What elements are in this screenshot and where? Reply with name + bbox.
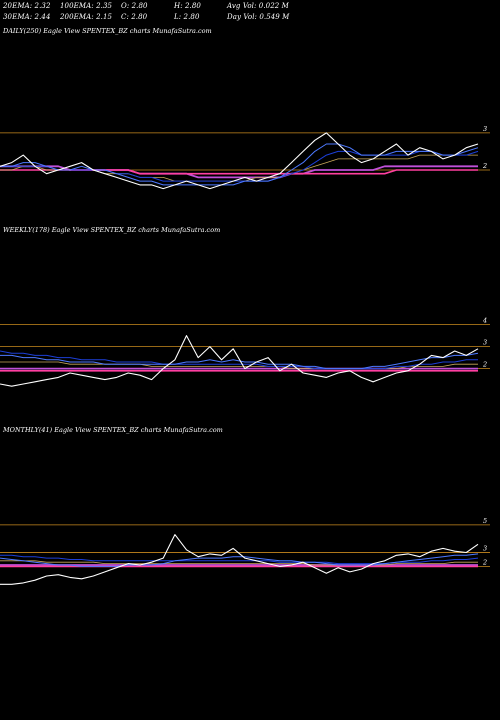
close-stat: C: 2.80 (121, 13, 148, 21)
weekly-panel-label: WEEKLY(178) Eagle View SPENTEX_BZ charts… (3, 226, 221, 234)
series-line-ema-short (0, 553, 479, 567)
y-tick-label: 4 (482, 317, 487, 325)
y-tick-label: 2 (482, 558, 487, 566)
series-line-price (0, 335, 479, 387)
series-line-price (0, 534, 479, 585)
chart-panel-0: 32 (0, 125, 490, 190)
series-line-ema-pink (0, 169, 478, 175)
series-line-price (0, 132, 479, 190)
chart-panel-2: 5 3 2 (0, 517, 490, 585)
chart-panel-1: 4 3 2 (0, 317, 490, 387)
daily-panel-label: DAILY(250) Eagle View SPENTEX_BZ charts … (3, 27, 212, 35)
series-line-ema-mid (0, 350, 478, 370)
series-line-ema-long (0, 165, 478, 179)
y-tick-label: 2 (482, 361, 487, 369)
high-stat: H: 2.80 (174, 2, 201, 10)
ema20-stat: 20EMA: 2.32 (3, 2, 51, 10)
monthly-panel-label: MONTHLY(41) Eagle View SPENTEX_BZ charts… (3, 426, 223, 434)
y-tick-label: 3 (483, 125, 487, 133)
series-line-ema-gold (0, 560, 478, 566)
series-line-ema-short (0, 143, 479, 186)
open-stat: O: 2.80 (121, 2, 148, 10)
low-stat: L: 2.80 (174, 13, 200, 21)
avg-vol-stat: Avg Vol: 0.022 M (227, 2, 289, 10)
y-tick-label: 3 (483, 339, 487, 347)
ema100-stat: 100EMA: 2.35 (60, 2, 113, 10)
day-vol-stat: Day Vol: 0.549 M (227, 13, 290, 21)
y-tick-label: 3 (483, 545, 487, 553)
series-line-ema-short (0, 352, 479, 370)
series-line-ema-gold (0, 361, 478, 370)
ema30-stat: 30EMA: 2.44 (3, 13, 51, 21)
y-tick-label: 5 (483, 517, 487, 525)
ema200-stat: 200EMA: 2.15 (60, 13, 113, 21)
series-line-ema-mid (0, 150, 479, 182)
y-tick-label: 2 (482, 162, 487, 170)
